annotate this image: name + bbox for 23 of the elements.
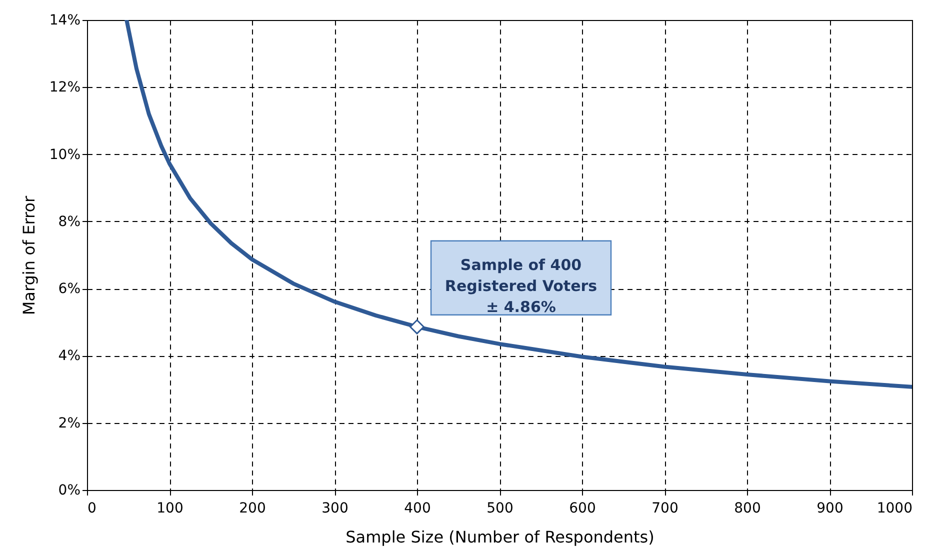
x-tick-label: 800 [734, 500, 761, 516]
y-tick-label: 12% [49, 80, 80, 96]
x-tick-label: 700 [652, 500, 678, 516]
y-tick-label: 6% [58, 281, 80, 298]
y-tick-label: 0% [58, 482, 80, 498]
x-tick-label: 400 [404, 500, 431, 516]
x-axis-title: Sample Size (Number of Respondents) [346, 528, 654, 546]
x-tick-label: 900 [816, 500, 844, 516]
annotation: Sample of 400 Registered Voters ± 4.86% [444, 256, 598, 316]
x-tick-label: 1000 [876, 500, 912, 516]
line-series [124, 20, 912, 389]
x-tick-label: 200 [239, 500, 266, 516]
x-tick-label: 0 [88, 500, 96, 516]
y-tick-label: 4% [58, 348, 80, 364]
y-tick-label: 8% [58, 214, 80, 230]
y-tick-label: 14% [49, 12, 80, 28]
x-tick-label: 500 [486, 500, 514, 516]
y-axis-title: Margin of Error [19, 195, 38, 316]
x-tick-label: 600 [569, 500, 596, 516]
x-tick-label: 300 [322, 500, 348, 516]
x-tick-label: 100 [156, 500, 184, 516]
y-tick-label: 2% [58, 415, 80, 432]
y-tick-label: 10% [49, 146, 80, 163]
